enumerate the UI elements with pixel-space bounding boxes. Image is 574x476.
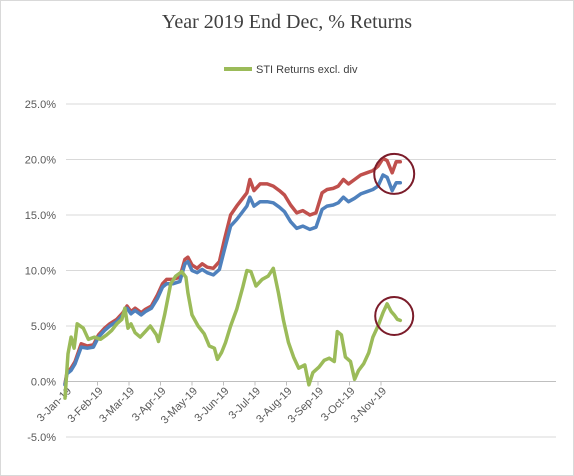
y-tick-label: 20.0% bbox=[25, 155, 56, 167]
series-lines bbox=[63, 156, 403, 400]
legend: STI Returns excl. div bbox=[224, 64, 358, 76]
y-tick-label: 15.0% bbox=[25, 210, 56, 222]
annotations bbox=[373, 152, 416, 337]
y-tick-label: 5.0% bbox=[31, 321, 56, 333]
chart-title: Year 2019 End Dec, % Returns bbox=[162, 11, 412, 33]
y-tick-label: 0.0% bbox=[31, 377, 56, 389]
series-line-blue bbox=[63, 173, 403, 387]
y-tick-label: 10.0% bbox=[25, 266, 56, 278]
annotation-circle-top bbox=[373, 152, 416, 195]
series-line-sti bbox=[63, 266, 403, 400]
annotation-circle-bottom bbox=[374, 296, 415, 337]
legend-label-sti: STI Returns excl. div bbox=[256, 64, 358, 76]
y-tick-label: -5.0% bbox=[27, 432, 56, 444]
y-axis: -5.0% 0.0% 5.0% 10.0% 15.0% 20.0% 25.0% bbox=[25, 99, 56, 444]
y-tick-label: 25.0% bbox=[25, 99, 56, 111]
